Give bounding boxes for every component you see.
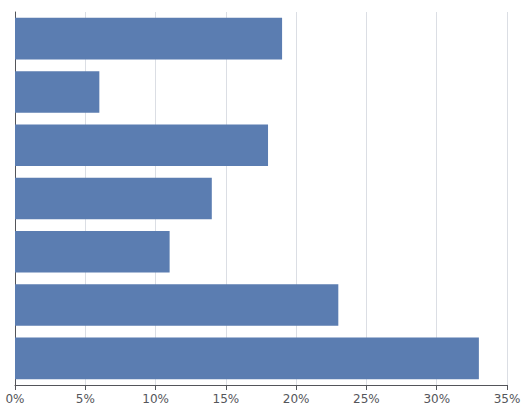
svg-text:0%: 0% (5, 392, 24, 406)
svg-text:15%: 15% (213, 392, 240, 406)
svg-text:20%: 20% (283, 392, 310, 406)
svg-text:25%: 25% (353, 392, 380, 406)
svg-text:35%: 35% (494, 392, 521, 406)
svg-text:10%: 10% (142, 392, 169, 406)
svg-text:30%: 30% (423, 392, 450, 406)
svg-text:5%: 5% (76, 392, 95, 406)
